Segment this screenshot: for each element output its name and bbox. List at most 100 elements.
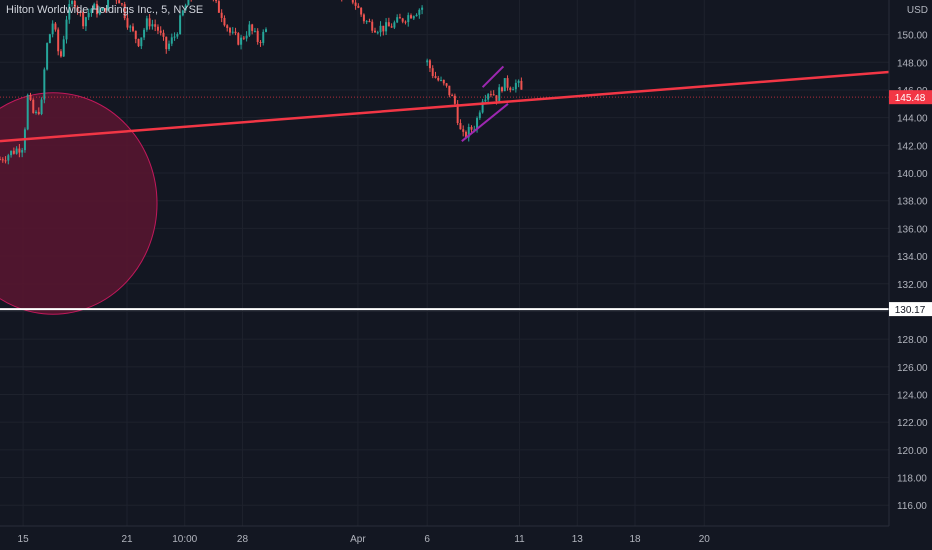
candle-body: [237, 33, 240, 45]
time-tick-label: 20: [699, 534, 711, 545]
price-tick-label: 150.00: [897, 31, 928, 42]
candle-body: [154, 24, 157, 27]
candle-body: [179, 15, 182, 35]
candle-body: [228, 28, 231, 33]
price-tick-label: 120.00: [897, 446, 928, 457]
candle-body: [459, 123, 462, 130]
candle-body: [187, 0, 190, 6]
candle-body: [0, 159, 1, 161]
price-tick-label: 138.00: [897, 197, 928, 208]
candle-body: [520, 80, 523, 90]
price-tags: 145.48 130.17: [889, 90, 932, 317]
ellipse-drawing[interactable]: [0, 92, 158, 315]
candle-body: [253, 30, 256, 32]
candle-body: [448, 85, 451, 96]
candle-body: [360, 7, 363, 15]
candle-body: [393, 22, 396, 28]
candle-body: [82, 11, 85, 27]
candle-body: [65, 19, 68, 40]
price-tick-label: 128.00: [897, 335, 928, 346]
candle-body: [500, 87, 503, 92]
candle-body: [437, 77, 440, 81]
candle-body: [495, 95, 498, 101]
candle-body: [76, 7, 79, 12]
candle-body: [223, 17, 226, 26]
candle-body: [32, 99, 35, 113]
candle-body: [181, 10, 184, 16]
candle-body: [410, 15, 413, 19]
price-tick-label: 136.00: [897, 224, 928, 235]
channel-lower-line[interactable]: [461, 103, 509, 142]
candle-body: [18, 148, 21, 153]
candle-body: [412, 16, 415, 19]
candle-body: [373, 30, 376, 33]
candle-body: [162, 32, 165, 37]
candle-body: [156, 26, 159, 31]
candle-body: [84, 17, 87, 27]
candle-body: [104, 8, 107, 11]
time-axis-labels: 15 21 10:00 28 Apr 6 11 13 18 20: [18, 534, 711, 545]
candle-body: [101, 8, 104, 11]
candle-body: [256, 30, 259, 42]
price-tick-label: 122.00: [897, 418, 928, 429]
ellipse-drawing-layer[interactable]: [0, 92, 158, 315]
time-tick-label: 10:00: [172, 534, 197, 545]
candle-body: [21, 150, 24, 153]
candle-body: [137, 38, 140, 47]
candle-body: [26, 94, 29, 130]
candle-body: [57, 29, 60, 52]
candle-body: [362, 14, 365, 22]
candle-body: [387, 22, 390, 27]
candle-body: [46, 43, 49, 70]
candle-body: [35, 111, 38, 113]
candle-body: [126, 18, 129, 28]
candle-body: [4, 160, 7, 162]
candle-body: [478, 112, 481, 119]
drawing-tools-layer[interactable]: [0, 65, 890, 311]
trendline[interactable]: [0, 70, 890, 143]
candle-body: [165, 36, 168, 50]
candle-body: [487, 94, 490, 100]
candle-body: [134, 30, 137, 39]
candle-body: [379, 25, 382, 33]
candle-body: [68, 4, 71, 20]
candle-body: [245, 35, 248, 39]
candle-body: [132, 26, 135, 31]
candle-body: [145, 18, 148, 30]
candle-body: [15, 148, 18, 154]
candle-body: [464, 131, 467, 138]
price-axis-panel[interactable]: [889, 0, 932, 526]
candle-body: [118, 0, 121, 4]
chart-title: Hilton Worldwide Holdings Inc., 5, NYSE: [6, 4, 204, 16]
candle-body: [71, 0, 74, 5]
candle-body: [220, 12, 223, 18]
price-tick-label: 142.00: [897, 141, 928, 152]
last-price-label: 145.48: [895, 93, 926, 104]
candle-body: [426, 60, 429, 63]
time-tick-label: 28: [237, 534, 249, 545]
candle-body: [151, 24, 154, 27]
candle-body: [148, 18, 151, 27]
time-tick-label: 13: [572, 534, 584, 545]
time-axis-panel[interactable]: [0, 526, 932, 550]
candle-body: [351, 0, 354, 3]
candle-body: [509, 87, 512, 91]
candle-body: [390, 26, 393, 28]
candle-body: [95, 3, 98, 15]
time-tick-label: 15: [18, 534, 30, 545]
candle-body: [242, 37, 245, 39]
candle-body: [143, 29, 146, 38]
candle-body: [7, 155, 10, 161]
candle-body: [385, 22, 388, 32]
candle-body: [217, 1, 220, 13]
candle-body: [407, 15, 410, 23]
candle-body: [265, 29, 268, 32]
candle-body: [476, 118, 479, 130]
channel-upper-line[interactable]: [481, 65, 505, 88]
candle-body: [517, 80, 520, 83]
currency-label[interactable]: USD: [906, 5, 928, 16]
price-tick-label: 148.00: [897, 58, 928, 69]
candle-body: [262, 31, 265, 43]
candle-body: [90, 8, 93, 13]
